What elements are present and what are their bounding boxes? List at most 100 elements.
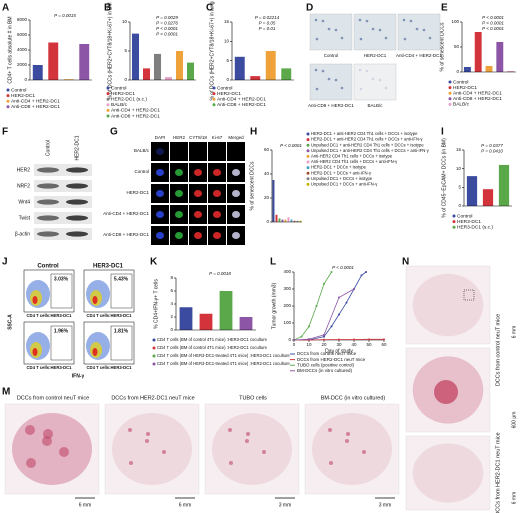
y-tick-label: 0 (456, 69, 459, 74)
legend-label: Control (453, 79, 468, 85)
bar (498, 164, 510, 206)
bar (272, 180, 275, 222)
cell (213, 169, 221, 176)
cell (175, 232, 183, 239)
label: DCCs from HER2-DC1 neuT mice (111, 395, 194, 401)
y-tick-label: 2000 (17, 62, 28, 67)
label: Control (324, 53, 339, 58)
legend-swatch (452, 225, 456, 229)
bar (164, 77, 173, 80)
y-tick-label: 10 (456, 166, 462, 171)
micrograph (189, 142, 207, 161)
population (92, 348, 98, 356)
cell (175, 169, 183, 176)
label: 6 mm (511, 326, 517, 339)
y-tick-label: 6000 (17, 32, 28, 37)
panel-letter: E (441, 3, 448, 14)
p-value: P = 0.01 (259, 26, 276, 31)
cell (321, 19, 325, 23)
legend-swatch (212, 92, 216, 96)
lesion (145, 439, 149, 443)
p-value: P < 0.0001 (280, 143, 302, 148)
legend-label: HER3-DC1 (s.c.) (457, 224, 493, 230)
lesion (345, 439, 349, 443)
y-axis-label: % of CD45−EpCAM+ DCCs (in BM) (441, 138, 447, 218)
gate (50, 325, 73, 361)
legend-swatch (106, 97, 110, 101)
y-tick-label: 400 (283, 269, 291, 274)
legend-label: Anti-CD8 + HER2-DC1 (217, 102, 266, 108)
label: Merged (228, 135, 244, 140)
bar (293, 220, 296, 222)
p-value: P < 0.0001 (482, 21, 504, 26)
legend-label: Anti-CD4 + HER2-DC1 (111, 108, 160, 114)
series-line (293, 288, 355, 341)
x-tick-label: 20 (321, 342, 327, 347)
panel-letter: K (150, 257, 158, 268)
label: Twist (19, 215, 31, 221)
bar (234, 56, 245, 80)
bar (496, 42, 504, 72)
bar (275, 214, 278, 222)
label: 600 μm (511, 412, 517, 429)
y-tick-label: 4000 (17, 47, 28, 52)
p-value: P < 0.0001 (332, 265, 354, 270)
bar (296, 220, 299, 222)
y-tick-label: 20 (264, 195, 270, 200)
cell (315, 87, 319, 91)
lesion (346, 432, 350, 436)
legend-swatch (306, 182, 310, 186)
label: BM-DCC (in vitro cultured) (321, 395, 386, 401)
label: β-actin (15, 231, 30, 237)
y-tick-label: 5 (226, 58, 229, 63)
legend-swatch (306, 143, 310, 147)
legend-label: HER2-DC1 + DCCs + anti-IFN-γ (311, 170, 372, 175)
cell (156, 148, 164, 155)
panel-letter: M (2, 387, 10, 398)
legend-swatch (448, 102, 452, 106)
y-tick-label: 10 (224, 39, 230, 44)
bar (48, 42, 59, 80)
legend-label: CD4 T cells (BM of control 4T1 mice) :HE… (157, 345, 268, 350)
panel-letter: F (2, 127, 8, 138)
legend-label: Anti-CD8 + HER2-DC1 (11, 104, 60, 110)
label: 3.03% (54, 276, 69, 282)
micrograph (353, 63, 397, 101)
legend-label: Anti-HER2 CD4 Th1 cells + DCCs + isotype (311, 154, 393, 159)
label: DAPI (155, 135, 166, 140)
y-tick-label: 50 (454, 44, 460, 49)
legend-swatch (306, 154, 310, 158)
inset-box (463, 289, 475, 301)
legend-label: HER2-DC1 + anti-HER2 CD4 Th1 cells + DCC… (311, 131, 418, 136)
y-tick-label: 40 (264, 171, 270, 176)
legend-swatch (212, 103, 216, 107)
cell (402, 18, 406, 22)
y-tick-label: 0 (124, 77, 127, 82)
legend-label: Anti-HER2 CD4 Th1 cells + DCCs + anti-IF… (311, 159, 398, 164)
legend-swatch (106, 114, 110, 118)
legend-label: BALB/c (111, 102, 128, 108)
panel-letter: J (2, 257, 8, 268)
lesion (262, 450, 266, 454)
tissue (312, 413, 392, 485)
cell (340, 86, 344, 90)
gate (110, 325, 133, 361)
bar (265, 51, 276, 80)
bar (131, 33, 140, 80)
x-tick-label: 60 (381, 342, 387, 347)
band (37, 215, 59, 221)
lesion (329, 461, 333, 465)
tissue (212, 413, 292, 485)
cell (175, 211, 183, 218)
blot-lane (34, 196, 92, 208)
label: HER2 (173, 135, 186, 140)
y-tick-label: 8 (170, 275, 173, 280)
bar (507, 71, 515, 72)
legend-label: Anti-CD4 + HER2-DC1 (217, 96, 266, 102)
y-tick-label: 300 (283, 286, 291, 291)
legend-swatch (212, 86, 216, 90)
cell (232, 232, 240, 239)
cell (384, 36, 388, 40)
p-value: P = 0.0377 (481, 143, 503, 148)
lesion (362, 450, 366, 454)
